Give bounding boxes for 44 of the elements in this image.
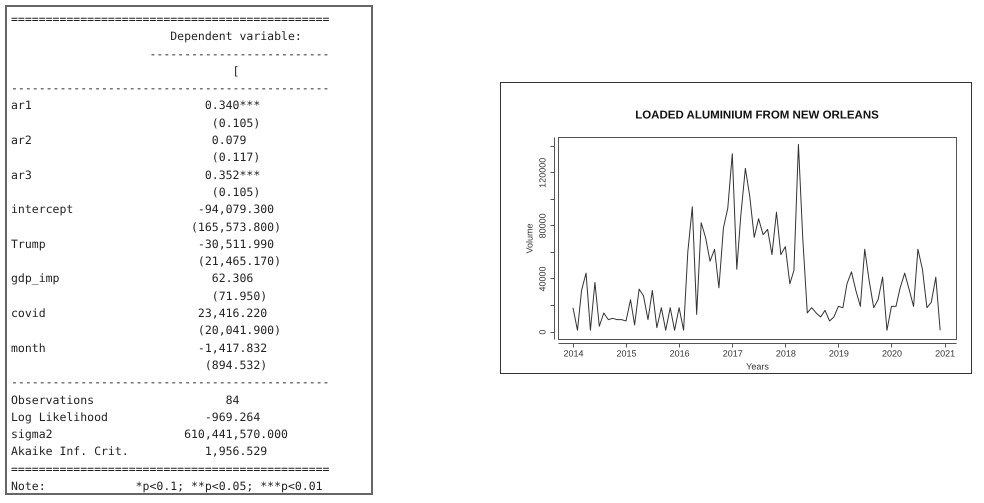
text: (165,573.800) [190,218,282,236]
x-tick-label: 2021 [935,348,956,358]
text: (0.105) [210,184,262,201]
y-tick-label: 80000 [538,213,548,238]
text: covid 23,416.220 [11,305,268,322]
text: ============================================== [11,11,330,28]
text: [ [232,62,240,80]
text: ---------------------------------------------- [11,374,330,392]
chart-title: LOADED ALUMINIUM FROM NEW ORLEANS [635,110,880,122]
x-tick-label: 2020 [882,348,902,358]
x-tick-label: 2019 [828,348,849,358]
text: Log Likelihood -969.264 [11,408,262,426]
text: ar3 0.352*** [11,166,262,184]
y-axis-title: Volume [524,223,534,254]
y-tick-label: 120000 [538,158,548,188]
text: ar1 0.340*** [11,97,262,114]
y-tick-label: 40000 [538,266,548,292]
x-tick-label: 2015 [616,348,637,358]
text: Note: *p<0.1; **p<0.05; ***p<0.01 [11,478,324,496]
text: (21,465.170) [196,253,282,270]
text: ============================================== [11,460,330,478]
text: (0.105) [210,114,262,132]
text: Observations 84 [11,392,240,409]
text: ar2 0.079 [11,132,248,150]
x-tick-label: 2016 [670,348,690,358]
text: intercept -94,079.300 [11,201,276,218]
text: -------------------------- [148,46,330,63]
y-tick-label: 0 [538,330,548,335]
text: (894.532) [204,356,268,374]
text: (71.950) [210,288,268,305]
text: ---------------------------------------------- [11,80,330,98]
text: (20,041.900) [196,322,282,340]
text: gdp_imp 62.306 [11,270,254,288]
x-tick-label: 2018 [776,348,796,358]
x-tick-label: 2017 [722,348,743,358]
x-axis-title: Years [746,362,770,372]
text: Dependent variable: [169,28,303,46]
text: Trump -30,511.990 [11,236,276,253]
text: Akaike Inf. Crit. 1,956.529 [11,443,268,460]
text: (0.117) [210,149,262,166]
text: month -1,417.832 [11,340,268,357]
line-series [572,144,941,331]
x-tick-label: 2014 [563,348,584,358]
text: sigma2 610,441,570.000 [11,426,289,444]
